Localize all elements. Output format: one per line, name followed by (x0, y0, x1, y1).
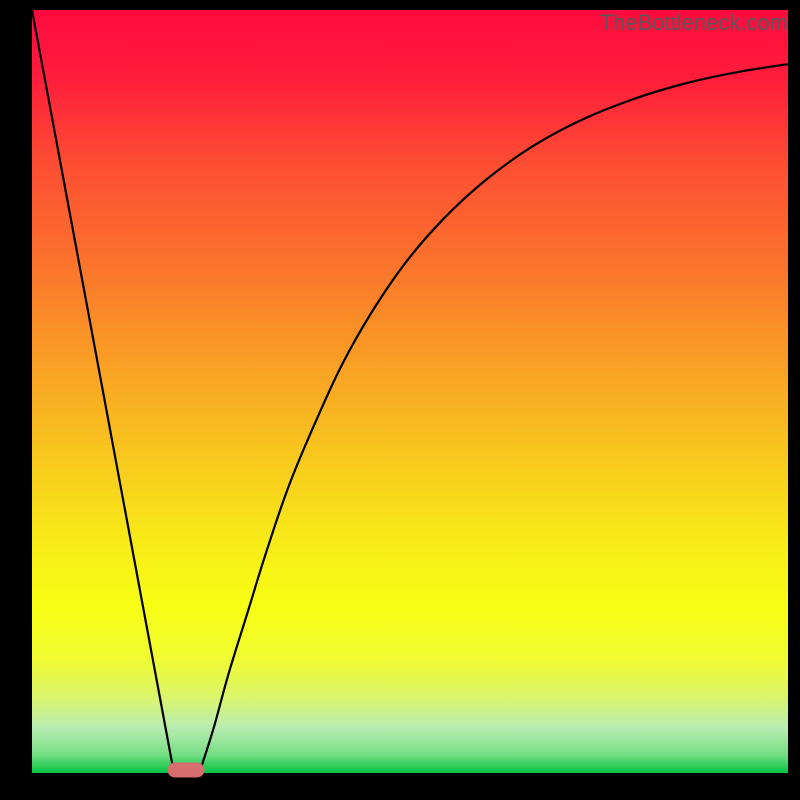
chart-container: TheBottleneck.com (0, 0, 800, 800)
plot-area (32, 10, 788, 773)
gradient-background (32, 10, 788, 773)
watermark-text: TheBottleneck.com (600, 10, 788, 36)
optimal-marker (168, 762, 205, 777)
